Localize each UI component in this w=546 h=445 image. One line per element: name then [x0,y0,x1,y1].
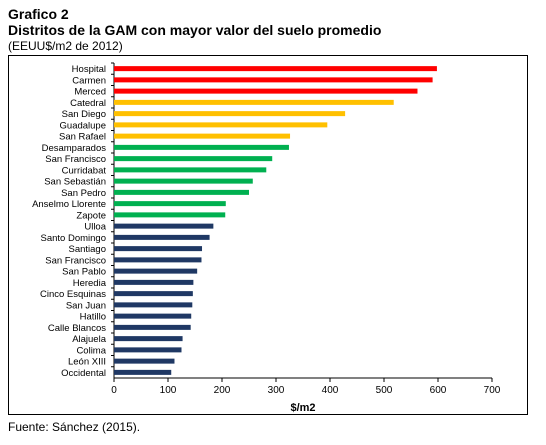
bar [114,201,226,207]
category-label: Zapote [76,210,106,221]
category-label: Occidental [61,368,106,379]
chart-subtitle: Distritos de la GAM con mayor valor del … [8,22,382,38]
bar [114,156,273,162]
category-label: Anselmo Llorente [32,199,106,210]
bar [114,99,394,105]
category-label: San Francisco [45,154,106,165]
bar [114,223,214,229]
category-label: Colima [76,345,106,356]
bar [114,358,175,364]
bar [114,88,418,94]
category-label: Alajuela [72,334,107,345]
bar [114,324,191,330]
bar [114,279,194,285]
chart-title: Grafico 2 [8,6,69,22]
category-label: San Rafael [59,132,106,143]
category-label: León XIII [68,357,106,368]
bar [114,246,203,252]
bar [114,291,193,297]
x-tick-label: 500 [376,385,393,396]
category-label: Santiago [68,244,106,255]
bar [114,313,192,319]
x-tick-label: 300 [268,385,285,396]
category-label: San Diego [62,109,106,120]
bar [114,234,210,240]
x-tick-label: 200 [214,385,231,396]
bar [114,133,291,139]
category-label: San Pablo [62,267,106,278]
category-label: Ulloa [84,222,106,233]
bar [114,122,328,128]
chart-units: (EEUU$/m2 de 2012) [8,39,123,53]
bar [114,189,249,195]
category-label: Santo Domingo [41,233,106,244]
bar [114,144,289,150]
category-label: Catedral [70,98,106,109]
bar [114,369,172,375]
chart-frame [8,55,528,415]
bar [114,268,198,274]
bar [114,77,433,83]
bar [114,347,182,353]
bar [114,167,267,173]
x-tick-label: 400 [322,385,339,396]
chart-source: Fuente: Sánchez (2015). [8,420,141,434]
category-label: Heredia [73,278,107,289]
category-label: San Francisco [45,255,106,266]
category-label: Cinco Esquinas [40,289,106,300]
bar [114,178,253,184]
bar [114,212,226,218]
category-label: Desamparados [42,143,107,154]
category-label: Hatillo [80,312,106,323]
x-tick-label: 100 [160,385,177,396]
x-tick-label: 0 [111,385,117,396]
x-tick-label: 600 [430,385,447,396]
category-label: San Juan [66,300,106,311]
x-axis-title: $/m2 [290,402,315,414]
bar [114,336,183,342]
x-tick-label: 700 [484,385,501,396]
category-label: Hospital [72,64,106,75]
bar [114,257,202,263]
bar [114,111,346,117]
category-label: Calle Blancos [48,323,106,334]
category-label: Guadalupe [60,120,106,131]
category-label: San Sebastián [44,177,106,188]
category-label: San Pedro [61,188,106,199]
category-label: Curridabat [62,165,107,176]
category-label: Merced [74,87,106,98]
bar [114,302,193,308]
bar [114,66,437,72]
category-label: Carmen [72,75,106,86]
